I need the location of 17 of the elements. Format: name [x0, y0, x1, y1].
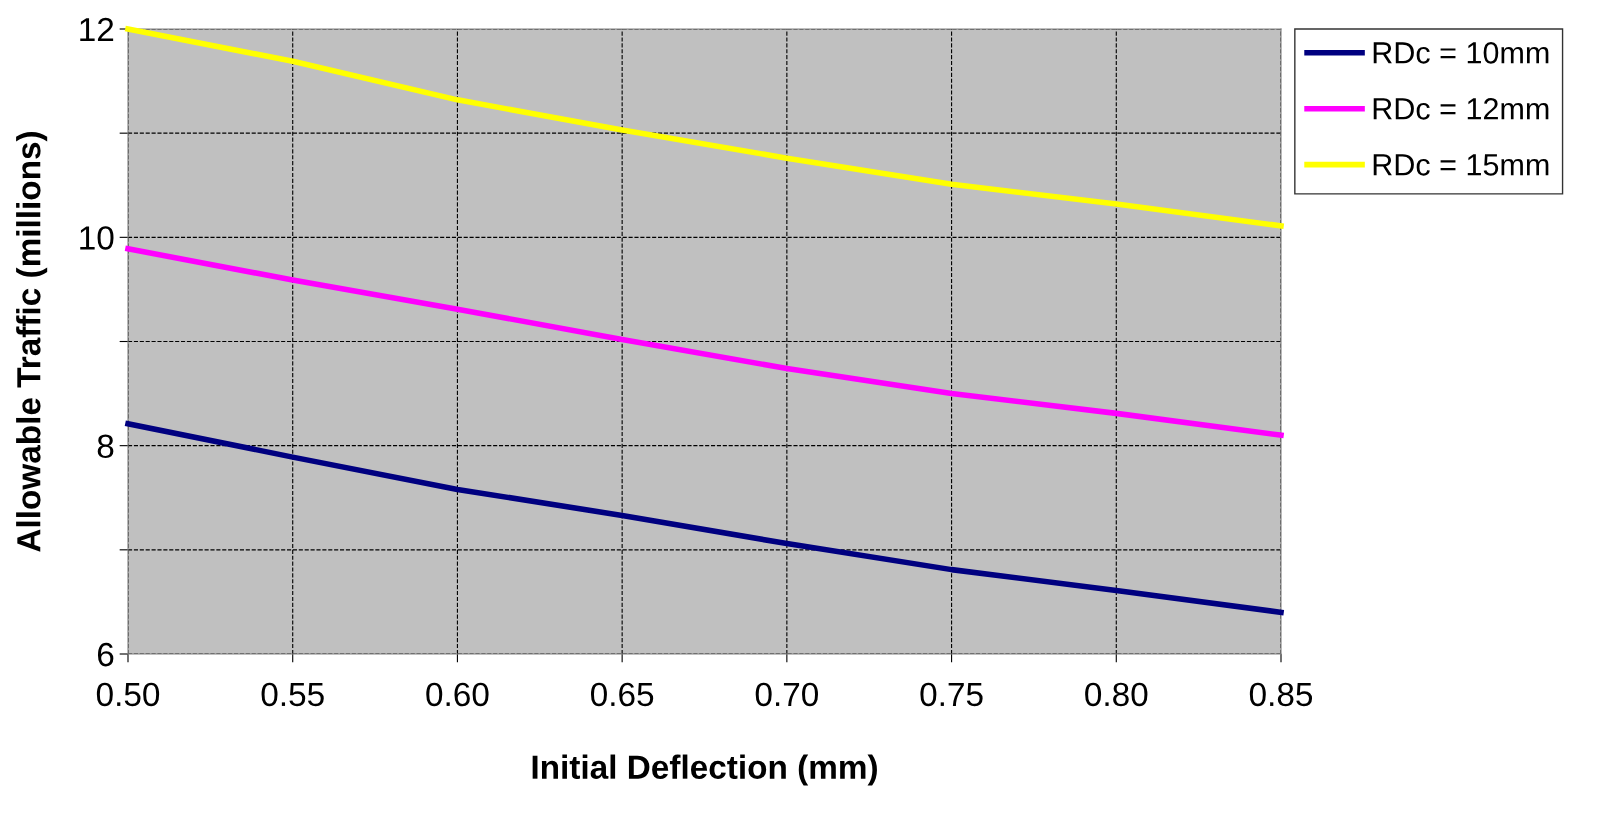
x-tick-label: 0.50	[96, 682, 160, 707]
x-axis-title: Initial Deflection (mm)	[532, 754, 877, 786]
x-tick-label: 0.65	[591, 682, 654, 707]
legend-label: RDc = 12mm	[1373, 98, 1549, 120]
y-axis-title: Allowable Traffic (millions)	[16, 132, 48, 552]
legend-label: RDc = 10mm	[1373, 42, 1549, 64]
x-tick-label: 0.60	[426, 682, 489, 707]
legend-label: RDc = 15mm	[1373, 154, 1549, 176]
x-tick-label: 0.85	[1249, 682, 1313, 707]
x-tick-label: 0.75	[920, 682, 983, 707]
y-tick-label: 12	[80, 17, 114, 42]
x-tick-label: 0.55	[261, 682, 324, 707]
y-tick-label: 8	[97, 434, 114, 459]
y-tick-label: 6	[97, 642, 114, 667]
x-tick-label: 0.70	[755, 682, 818, 707]
x-tick-label: 0.80	[1085, 682, 1148, 707]
y-tick-label: 10	[80, 226, 114, 250]
